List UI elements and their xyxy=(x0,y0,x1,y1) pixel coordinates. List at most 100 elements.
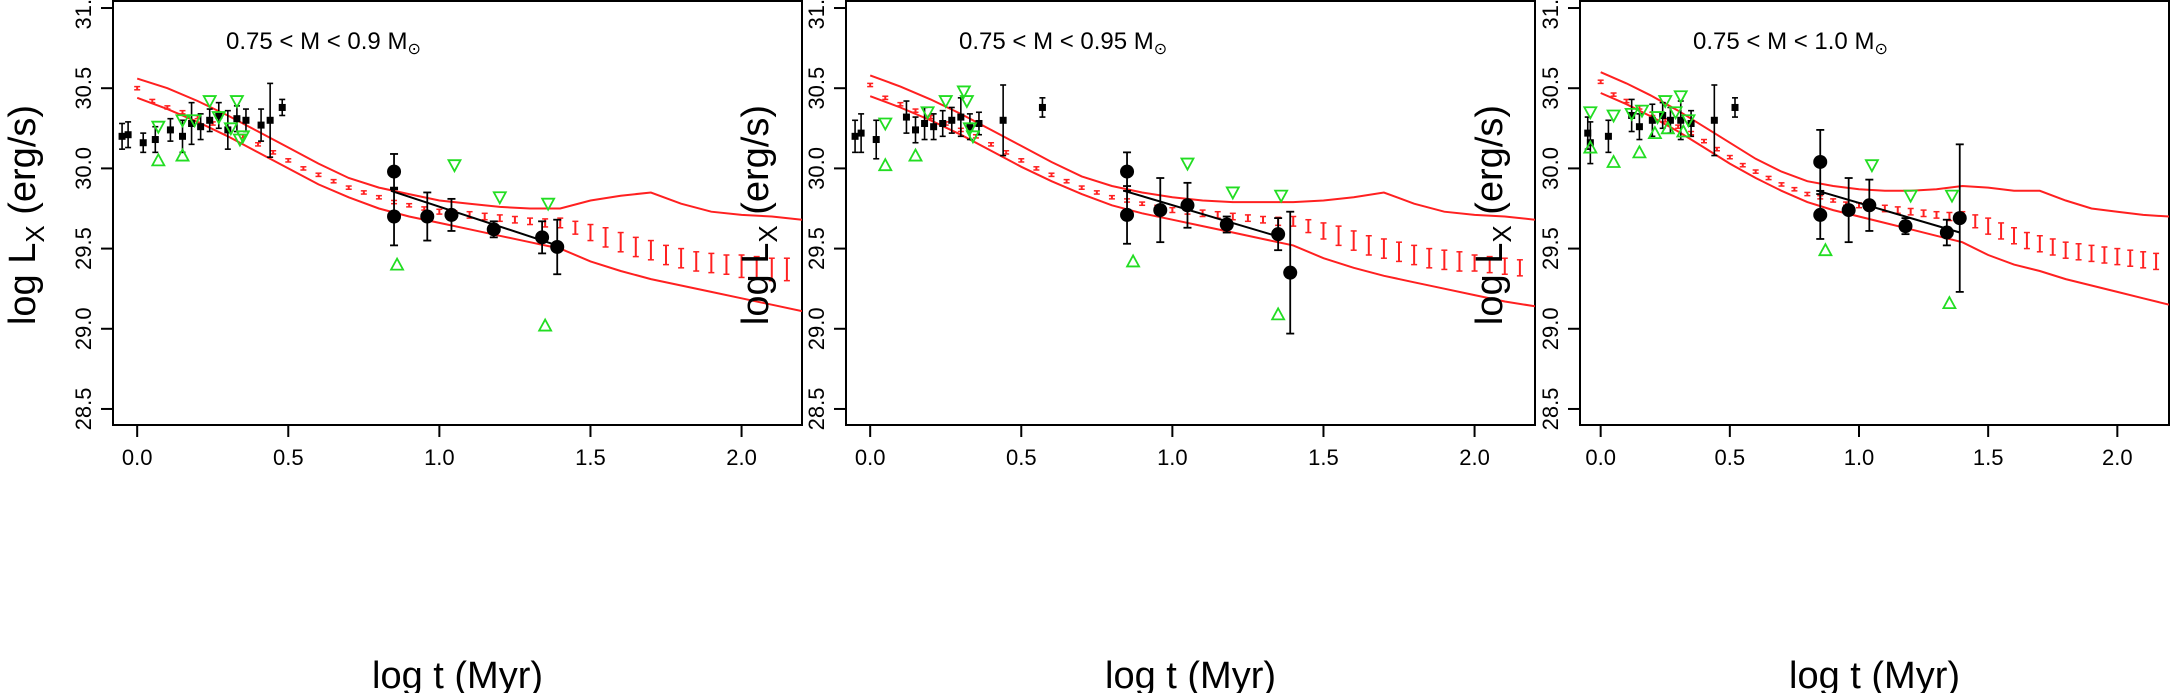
triangle-down-marker xyxy=(202,95,218,109)
triangle-down-marker xyxy=(446,159,462,174)
model-point xyxy=(1244,214,1251,223)
x-axis-label: log t (Myr) xyxy=(372,655,543,693)
triangle-down-marker xyxy=(1864,159,1880,174)
data-square xyxy=(1710,84,1718,157)
data-square xyxy=(999,84,1007,157)
triangle-up-marker xyxy=(1582,139,1598,154)
triangle-down-marker xyxy=(1657,95,1673,109)
triangle-up-marker xyxy=(174,147,191,162)
y-axis-label: log LX (erg/s) xyxy=(2,105,50,325)
triangle-down-marker xyxy=(959,95,975,109)
model-point xyxy=(602,226,609,248)
model-point xyxy=(2049,238,2056,256)
model-point xyxy=(1380,238,1387,259)
model-point xyxy=(867,82,874,88)
model-point xyxy=(2036,235,2043,253)
triangle-down-marker xyxy=(1634,104,1650,119)
chart-panel: 0.0 0.5 1.0 1.5 2.0 28.5 29.0 29.5 30.0 30.5 31.0 l… xyxy=(2,0,803,693)
data-circle xyxy=(535,220,550,255)
model-point xyxy=(164,105,171,110)
model-point xyxy=(768,257,775,282)
data-square xyxy=(957,97,965,138)
model-point xyxy=(1516,259,1523,277)
model-point xyxy=(2023,231,2030,250)
model-point xyxy=(1365,235,1372,256)
model-point xyxy=(345,185,352,190)
model-point xyxy=(708,252,715,274)
data-square xyxy=(257,108,265,142)
data-square xyxy=(242,108,250,133)
x-tick-label: 0.5 xyxy=(1715,445,1746,470)
triangle-down-marker xyxy=(174,114,191,129)
data-circle xyxy=(1180,181,1195,229)
data-square xyxy=(166,117,174,142)
triangle-down-marker xyxy=(1624,107,1640,122)
y-tick-label: 28.5 xyxy=(71,388,96,431)
data-square xyxy=(1038,97,1046,118)
plot-frame xyxy=(1579,0,2170,426)
model-point xyxy=(2114,247,2121,266)
triangle-down-marker xyxy=(232,133,248,148)
y-tick-label: 31.0 xyxy=(1538,0,1563,29)
triangle-down-marker xyxy=(1273,189,1289,204)
model-point xyxy=(1456,251,1463,272)
triangle-up-marker xyxy=(1606,154,1622,168)
data-square xyxy=(1628,98,1636,133)
y-tick-label: 30.5 xyxy=(1538,67,1563,110)
model-point xyxy=(496,214,503,223)
y-tick-label: 28.5 xyxy=(1538,388,1563,431)
data-circle xyxy=(1898,217,1913,236)
model-point xyxy=(617,231,624,253)
model-point xyxy=(753,255,760,280)
chart-panel: 0.0 0.5 1.0 1.5 2.0 28.5 29.0 29.5 30.0 30.5 31.0 l… xyxy=(1469,0,2170,693)
model-point xyxy=(1063,178,1070,184)
model-point xyxy=(632,236,639,258)
model-point xyxy=(1739,162,1746,168)
triangle-down-marker xyxy=(956,85,972,100)
data-square xyxy=(930,113,938,141)
data-circle xyxy=(387,186,402,247)
model-point xyxy=(1501,257,1508,275)
triangle-down-marker xyxy=(877,117,893,132)
data-circle xyxy=(1939,218,1954,247)
triangle-down-marker xyxy=(235,130,251,145)
model-point xyxy=(511,215,518,224)
model-point xyxy=(882,95,889,101)
model-point xyxy=(270,150,277,155)
model-point xyxy=(406,202,413,208)
data-square xyxy=(948,106,956,134)
triangle-up-marker xyxy=(1675,123,1691,138)
model-point xyxy=(1985,217,1992,235)
model-point xyxy=(1260,215,1267,224)
model-point xyxy=(300,166,307,171)
triangle-down-marker xyxy=(1673,90,1689,105)
model-point xyxy=(315,172,322,178)
model-point xyxy=(1726,154,1733,160)
model-point xyxy=(693,251,700,272)
x-tick-label: 1.0 xyxy=(1157,445,1188,470)
y-axis-label: log LX (erg/s) xyxy=(735,105,783,325)
triangle-up-marker xyxy=(537,317,553,332)
triangle-down-marker xyxy=(962,122,978,137)
model-point xyxy=(2140,251,2147,269)
y-tick-label: 29.5 xyxy=(71,227,96,270)
model-point xyxy=(1290,215,1297,227)
data-square xyxy=(197,113,205,141)
model-point xyxy=(375,194,382,200)
model-point xyxy=(1701,138,1707,144)
triangle-down-marker xyxy=(938,95,954,109)
model-point xyxy=(1486,255,1493,274)
model-point xyxy=(1920,209,1927,218)
model-point xyxy=(1350,230,1357,251)
data-square xyxy=(124,121,132,149)
triangle-up-marker xyxy=(389,256,405,271)
y-tick-label: 29.0 xyxy=(1538,307,1563,350)
model-point xyxy=(2127,249,2134,267)
y-tick-label: 31.0 xyxy=(71,0,96,29)
data-square xyxy=(939,109,947,138)
model-point xyxy=(738,254,745,279)
model-point xyxy=(255,141,262,147)
model-point xyxy=(678,247,685,269)
x-tick-label: 0.5 xyxy=(273,445,304,470)
data-square xyxy=(278,98,286,117)
